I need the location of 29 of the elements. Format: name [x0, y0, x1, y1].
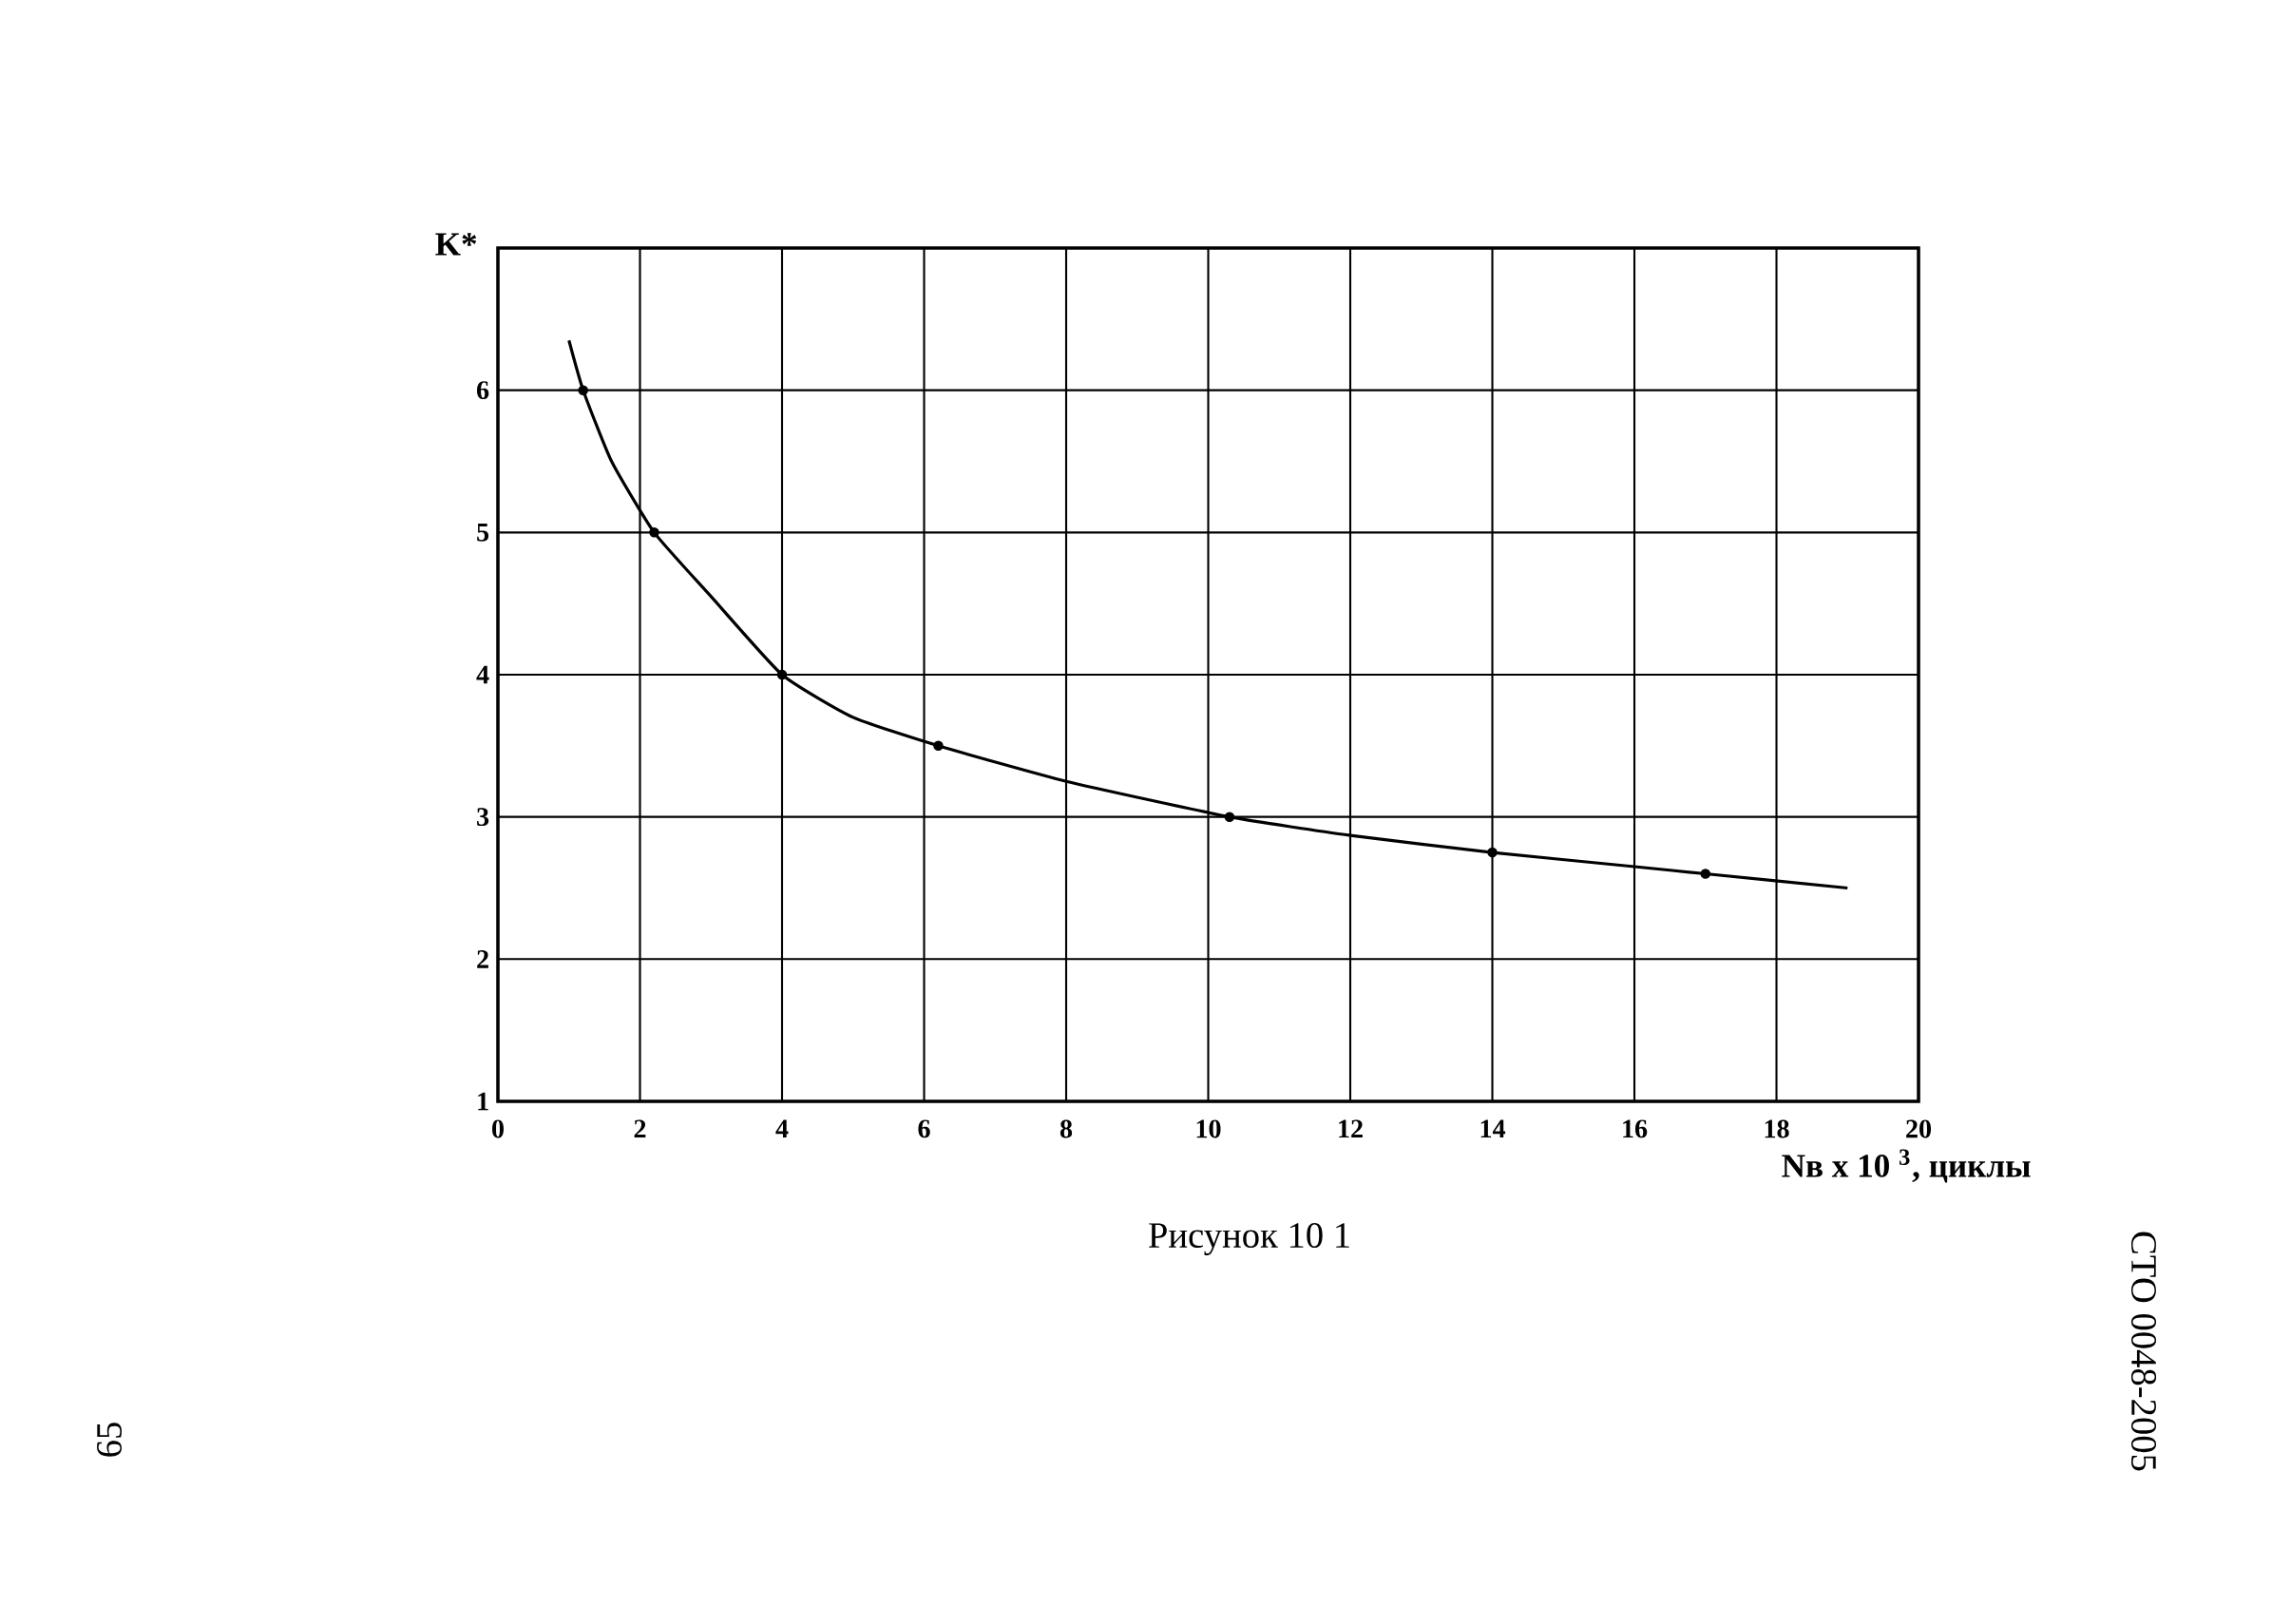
y-tick-label: 4	[476, 665, 489, 684]
x-tick-label: 0	[492, 1119, 504, 1138]
x-tick-label: 14	[1480, 1119, 1506, 1137]
text: СТО 0048-2005	[2130, 1232, 2157, 1471]
point	[578, 385, 588, 395]
y-tick-label: 2	[477, 950, 488, 968]
x-tick-label: 6	[918, 1119, 930, 1138]
x-tick-label: 4	[775, 1119, 789, 1137]
text: 65	[97, 1423, 122, 1457]
point	[649, 527, 659, 538]
y-tick-label: 5	[477, 523, 489, 542]
point	[1700, 869, 1711, 879]
point	[1487, 847, 1498, 858]
point	[776, 669, 788, 680]
point	[1224, 812, 1235, 822]
x-tick-label: 18	[1765, 1119, 1789, 1138]
y-tick-label: 3	[477, 808, 489, 827]
x-tick-label: 20	[1906, 1119, 1932, 1138]
x-tick-label: 8	[1060, 1119, 1073, 1138]
text: Рисунок 10 1	[1148, 1222, 1349, 1255]
y-tick-label: 6	[476, 381, 489, 400]
y-axis-title: K*	[435, 233, 477, 256]
x-tick-label: 10	[1196, 1119, 1221, 1138]
point	[933, 740, 944, 752]
x-axis-title: Nв x 10 $^{3}$, циклы	[1782, 1149, 2031, 1183]
y-tick-label: 1	[478, 1092, 488, 1111]
x-tick-label: 2	[634, 1119, 646, 1138]
x-tick-label: 16	[1623, 1119, 1648, 1138]
x-tick-label: 12	[1339, 1119, 1363, 1138]
